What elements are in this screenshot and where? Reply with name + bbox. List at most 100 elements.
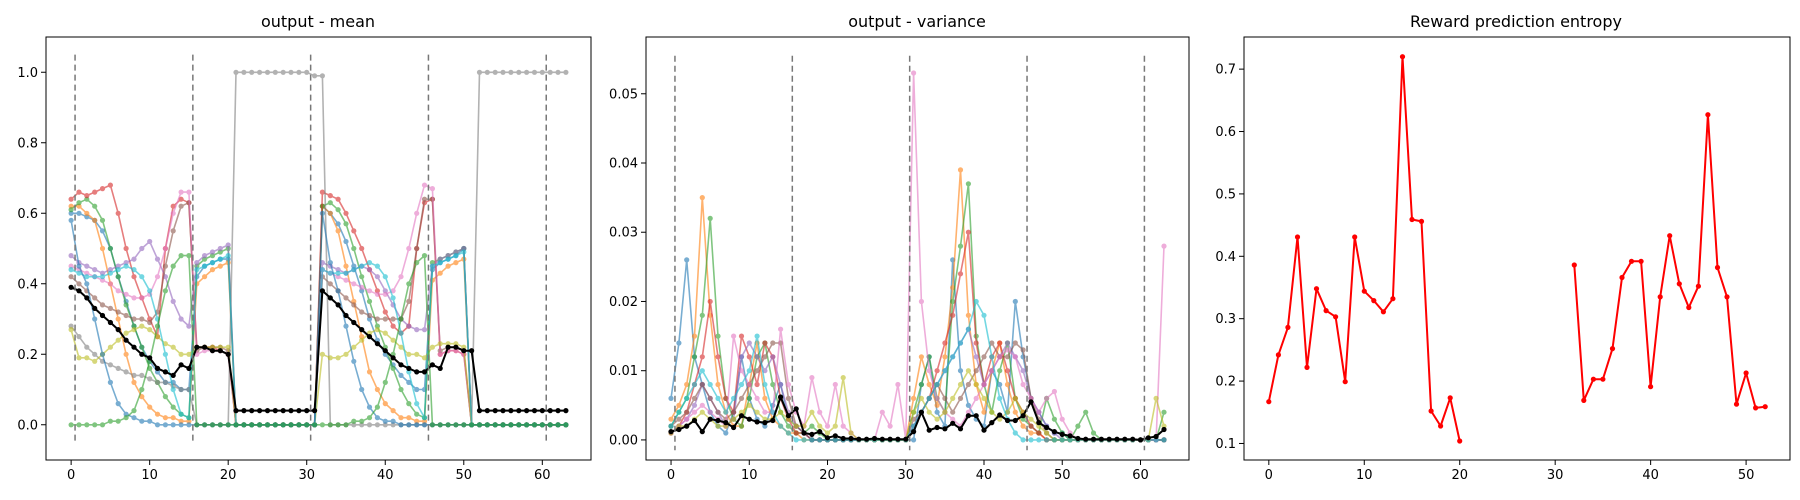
data-point [531,408,538,414]
x-tick-label: 50 [456,468,473,483]
data-point [131,274,137,280]
data-point [202,274,208,280]
data-point [918,381,925,388]
data-point [178,203,184,209]
panel-title: output - variance [848,12,986,31]
data-point [762,340,768,346]
data-point [895,381,901,388]
data-point [115,316,121,322]
data-point [162,422,168,428]
data-point [1059,416,1065,422]
data-point [319,288,325,294]
data-point [162,379,168,385]
data-point [911,395,917,401]
data-point [848,435,854,442]
data-point [1428,408,1434,414]
panel-reward-prediction-entropy: Reward prediction entropy 0 10 20 30 40 50 0.… [1215,12,1791,483]
x-tick-label: 10 [1356,468,1373,483]
data-point [147,288,153,294]
data-point [123,351,129,357]
data-point [131,267,137,273]
data-point [319,73,325,79]
data-point [398,386,404,393]
data-point [926,427,932,433]
data-point [84,355,90,361]
data-point [770,417,776,424]
data-point [264,422,271,428]
panel-title: Reward prediction entropy [1410,12,1622,31]
data-point [327,295,333,301]
data-point [1705,112,1711,118]
data-point [1012,354,1018,360]
data-point [398,316,404,322]
data-point [723,395,729,401]
data-point [264,69,271,75]
data-point [1122,436,1128,442]
data-point [288,408,294,414]
data-point [809,375,815,381]
data-point [84,193,90,199]
data-point [437,270,443,276]
data-point [414,210,420,216]
data-point [406,422,412,428]
data-point [390,422,396,428]
data-point [1399,54,1406,60]
data-point [217,256,223,262]
data-point [879,436,885,442]
y-tick-label: 0.4 [17,277,38,292]
data-point [1028,423,1034,429]
data-point [382,422,388,428]
data-point [754,354,760,360]
data-point [217,348,223,354]
data-point [335,288,341,294]
data-point [107,379,113,385]
data-point [414,351,420,357]
data-point [351,302,357,308]
data-point [209,253,216,259]
data-point [374,274,380,280]
data-point [272,408,278,414]
data-point [715,409,721,415]
data-point [131,408,137,414]
data-point [131,415,137,421]
data-point [981,354,987,360]
data-point [1275,352,1281,358]
data-point [1609,346,1616,352]
data-point [304,408,310,414]
data-point [139,295,145,301]
data-point [1695,283,1701,289]
data-point [225,344,231,350]
data-point [981,395,987,401]
data-point [997,395,1003,401]
data-point [414,418,420,424]
data-point [500,408,506,414]
data-point [1004,354,1011,360]
data-point [832,437,838,443]
data-point [997,354,1003,360]
data-point [366,288,373,294]
data-point [437,341,443,347]
data-point [154,256,161,262]
data-point [107,418,113,424]
data-point [555,408,561,414]
data-point [1342,379,1348,385]
x-tick-label: 60 [534,468,551,483]
data-point [731,424,737,431]
data-point [84,295,90,301]
data-point [445,263,451,269]
data-point [1294,234,1301,240]
data-point [272,422,278,428]
data-point [233,69,239,75]
data-point [981,312,987,318]
data-point [1098,436,1104,442]
data-point [691,354,698,360]
data-point [793,430,799,436]
data-point [1161,409,1167,415]
data-point [406,401,412,407]
data-point [832,381,838,388]
data-point [973,368,979,374]
series-10 [668,394,1167,443]
data-point [1743,370,1749,376]
data-point [76,422,82,428]
data-point [1130,436,1136,442]
